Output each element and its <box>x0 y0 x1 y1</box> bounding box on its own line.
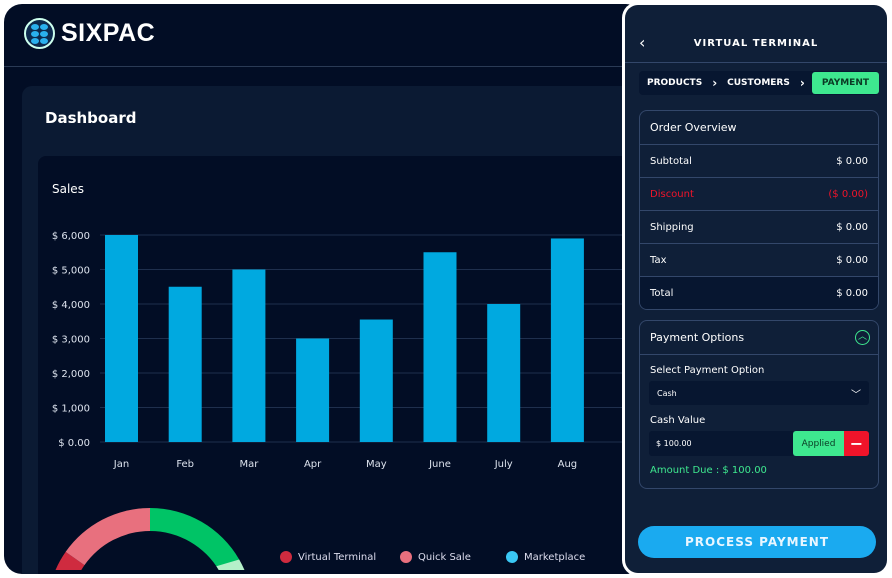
step-products[interactable]: PRODUCTS <box>647 78 703 88</box>
top-bar: SIXPAC <box>4 4 644 67</box>
process-payment-button[interactable]: PROCESS PAYMENT <box>638 526 876 558</box>
panel-header: ‹ VIRTUAL TERMINAL <box>625 5 887 63</box>
y-tick-label: $ 1,000 <box>52 404 90 415</box>
chevron-right-icon: › <box>712 76 718 90</box>
donut-slice-virtual-terminal[interactable] <box>55 551 85 570</box>
cash-value-group: $ 100.00 Applied − <box>649 431 869 456</box>
y-tick-label: $ 2,000 <box>52 369 90 380</box>
logo-icon <box>24 18 55 49</box>
legend-dot <box>506 551 518 563</box>
row-value: $ 0.00 <box>836 287 868 299</box>
bar-mar[interactable] <box>232 269 266 443</box>
row-value: $ 0.00 <box>836 254 868 266</box>
bar-jan[interactable] <box>105 235 138 442</box>
x-tick-label: Feb <box>176 459 194 470</box>
x-tick-label: May <box>366 459 387 470</box>
x-tick-label: July <box>494 459 513 470</box>
section-title: Order Overview <box>650 121 737 134</box>
remove-button[interactable]: − <box>844 431 869 456</box>
chart-title: Sales <box>52 182 84 196</box>
shipping-row: Shipping $ 0.00 <box>640 210 878 243</box>
row-label: Tax <box>650 254 667 266</box>
order-overview-title: Order Overview <box>640 111 878 144</box>
legend-dot <box>280 551 292 563</box>
row-label: Shipping <box>650 221 694 233</box>
y-tick-label: $ 4,000 <box>52 300 90 311</box>
cash-value-input[interactable]: $ 100.00 <box>649 431 793 456</box>
y-tick-label: $ 6,000 <box>52 231 90 242</box>
x-tick-label: June <box>428 459 451 470</box>
sales-bar-chart: $ 0.00 $ 1,000 $ 2,000 $ 3,000 $ 4,000 $ 5,00… <box>52 231 644 571</box>
step-breadcrumb: PRODUCTS › CUSTOMERS › PAYMENT <box>639 71 879 95</box>
legend-label: Marketplace <box>524 551 586 563</box>
virtual-terminal-panel: ‹ VIRTUAL TERMINAL PRODUCTS › CUSTOMERS … <box>622 2 890 576</box>
x-tick-label: Apr <box>304 459 322 470</box>
cash-value-label: Cash Value <box>650 415 706 426</box>
applied-button[interactable]: Applied <box>793 431 844 456</box>
y-tick-label: $ 3,000 <box>52 335 90 346</box>
bar-aug[interactable] <box>550 238 584 442</box>
bar-feb[interactable] <box>168 286 202 442</box>
chevron-up-circle-icon[interactable]: ︿ <box>855 330 870 345</box>
tax-row: Tax $ 0.00 <box>640 243 878 276</box>
row-value: $ 0.00 <box>836 221 868 233</box>
select-label: Select Payment Option <box>650 365 765 376</box>
step-customers[interactable]: CUSTOMERS <box>727 78 790 88</box>
y-tick-label: $ 0.00 <box>58 438 90 449</box>
legend-marketplace[interactable]: Marketplace <box>506 551 585 563</box>
payment-options: Payment Options ︿ Select Payment Option C… <box>639 320 879 489</box>
legend-label: Quick Sale <box>418 551 471 563</box>
row-label: Subtotal <box>650 155 692 167</box>
step-payment[interactable]: PAYMENT <box>811 72 879 94</box>
back-chevron-icon[interactable]: ‹ <box>639 33 646 52</box>
total-row: Total $ 0.00 <box>640 276 878 309</box>
row-value: $ 0.00 <box>836 155 868 167</box>
payment-options-header[interactable]: Payment Options ︿ <box>640 321 878 355</box>
x-tick-label: Aug <box>558 459 578 470</box>
donut-slice-green[interactable] <box>150 508 240 570</box>
amount-due: Amount Due : $ 100.00 <box>650 465 767 476</box>
logo[interactable]: SIXPAC <box>24 18 155 49</box>
bar-apr[interactable] <box>296 338 330 443</box>
page-title: Dashboard <box>45 109 137 127</box>
row-label: Discount <box>650 188 694 200</box>
brand-name: SIXPAC <box>61 19 156 47</box>
subtotal-row: Subtotal $ 0.00 <box>640 144 878 177</box>
panel-title: VIRTUAL TERMINAL <box>693 38 819 49</box>
chevron-right-icon: › <box>799 76 805 90</box>
donut-slice-light-green[interactable] <box>216 559 245 571</box>
legend-virtual-terminal[interactable]: Virtual Terminal <box>280 551 376 563</box>
legend-quick-sale[interactable]: Quick Sale <box>400 551 471 563</box>
discount-row: Discount ($ 0.00) <box>640 177 878 210</box>
x-tick-label: Mar <box>239 459 259 470</box>
bar-june[interactable] <box>423 252 457 442</box>
dashboard-app: SIXPAC Dashboard Sales $ 0.00 $ 1,000 $ 2,… <box>4 4 644 574</box>
selected-value: Cash <box>657 388 677 398</box>
sales-chart-card <box>38 156 644 574</box>
x-tick-label: Jan <box>113 459 129 470</box>
legend-label: Virtual Terminal <box>298 551 377 563</box>
payment-option-select[interactable]: Cash ﹀ <box>649 381 869 405</box>
legend-dot <box>400 551 412 563</box>
donut-slice-quick-sale[interactable] <box>65 508 150 566</box>
order-overview: Order Overview Subtotal $ 0.00 Discount ($… <box>639 110 879 310</box>
row-value: ($ 0.00) <box>828 188 868 200</box>
bar-july[interactable] <box>487 304 521 442</box>
bar-may[interactable] <box>359 319 393 442</box>
chevron-down-icon: ﹀ <box>851 389 861 401</box>
section-title: Payment Options <box>650 331 745 344</box>
y-tick-label: $ 5,000 <box>52 266 90 277</box>
row-label: Total <box>650 287 674 299</box>
